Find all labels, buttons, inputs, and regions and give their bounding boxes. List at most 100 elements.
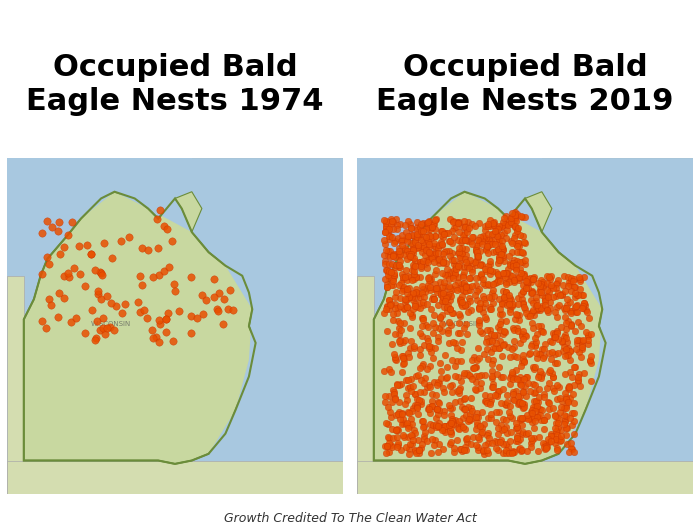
Point	[393, 244, 404, 252]
Point	[547, 292, 559, 301]
Point	[525, 434, 536, 442]
Point	[426, 252, 437, 261]
Point	[540, 296, 551, 305]
Point	[402, 408, 414, 416]
Point	[533, 288, 544, 296]
Point	[528, 413, 539, 421]
Point	[444, 305, 455, 313]
Point	[446, 239, 457, 247]
Point	[508, 373, 519, 381]
Point	[523, 275, 534, 284]
Point	[517, 327, 528, 335]
Point	[444, 400, 455, 409]
Point	[422, 218, 433, 226]
Point	[532, 330, 543, 338]
Point	[478, 232, 489, 241]
Point	[411, 288, 422, 296]
Point	[380, 218, 391, 227]
Point	[514, 231, 526, 239]
Point	[509, 231, 520, 240]
Point	[508, 259, 519, 267]
Point	[446, 381, 457, 389]
Point	[491, 331, 503, 339]
Point	[55, 249, 66, 258]
Point	[456, 236, 468, 245]
Point	[414, 223, 425, 231]
Point	[566, 421, 578, 429]
Point	[162, 225, 173, 233]
Point	[474, 317, 485, 326]
Point	[463, 274, 475, 282]
Point	[475, 379, 486, 388]
Point	[407, 431, 418, 440]
Point	[449, 398, 461, 406]
Point	[92, 289, 103, 298]
Point	[546, 348, 557, 356]
Point	[396, 420, 407, 428]
Point	[383, 402, 394, 411]
Point	[489, 236, 500, 245]
Point	[543, 288, 554, 297]
Point	[420, 428, 431, 436]
Point	[575, 275, 586, 283]
Point	[415, 345, 426, 353]
Point	[512, 248, 523, 256]
Point	[428, 295, 440, 304]
Point	[555, 432, 566, 440]
Point	[454, 227, 465, 236]
Point	[503, 278, 514, 286]
Point	[402, 376, 414, 384]
Point	[379, 239, 391, 248]
Point	[430, 231, 441, 240]
Polygon shape	[7, 158, 343, 494]
Point	[536, 321, 547, 330]
Point	[387, 316, 398, 324]
Point	[512, 353, 523, 362]
Point	[486, 240, 498, 248]
Point	[476, 236, 487, 245]
Polygon shape	[357, 461, 693, 494]
Point	[97, 270, 108, 279]
Point	[453, 329, 464, 338]
Point	[560, 424, 571, 432]
Point	[481, 246, 492, 255]
Point	[460, 287, 471, 296]
Point	[456, 238, 467, 247]
Point	[498, 327, 510, 336]
Point	[463, 402, 474, 411]
Point	[458, 287, 470, 295]
Point	[435, 231, 447, 239]
Point	[385, 220, 396, 228]
Point	[513, 300, 524, 309]
Point	[562, 351, 573, 359]
Point	[476, 430, 487, 439]
Point	[514, 398, 526, 407]
Point	[544, 438, 555, 446]
Point	[456, 256, 467, 264]
Point	[552, 359, 563, 367]
Point	[404, 284, 415, 292]
Point	[480, 338, 491, 347]
Point	[509, 222, 520, 231]
Point	[386, 368, 397, 377]
Point	[384, 225, 395, 233]
Point	[382, 268, 393, 277]
Point	[124, 233, 135, 241]
Point	[571, 339, 582, 347]
Point	[538, 425, 550, 433]
Point	[398, 354, 409, 362]
Point	[473, 253, 484, 261]
Point	[461, 299, 472, 308]
Point	[393, 337, 405, 345]
Point	[410, 447, 421, 456]
Point	[421, 437, 433, 445]
Point	[551, 435, 562, 443]
Point	[484, 270, 496, 278]
Point	[416, 361, 428, 370]
Point	[528, 397, 540, 405]
Point	[455, 377, 466, 386]
Point	[449, 224, 460, 232]
Point	[553, 276, 564, 284]
Point	[435, 290, 447, 299]
Point	[405, 272, 416, 281]
